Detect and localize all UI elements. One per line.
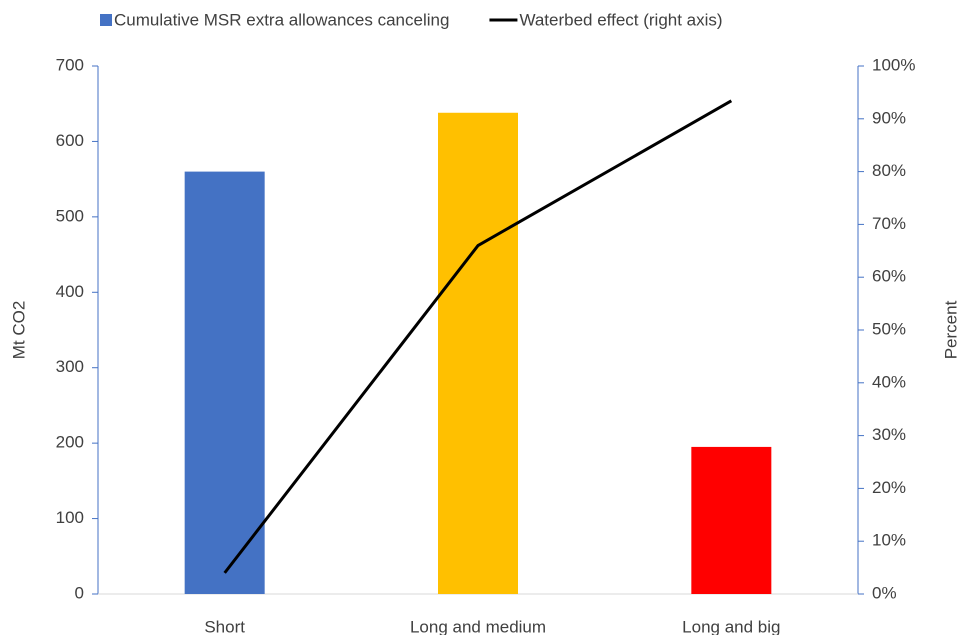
y-tick-label: 0	[75, 583, 84, 602]
y2-tick-label: 40%	[872, 372, 906, 391]
legend-label: Cumulative MSR extra allowances cancelin…	[114, 10, 449, 29]
y-tick-label: 300	[56, 357, 84, 376]
line	[223, 99, 733, 574]
bar	[184, 171, 265, 594]
x-tick-label: Short	[204, 617, 245, 635]
y-tick-label: 500	[56, 206, 84, 225]
x-tick-label: Long and medium	[410, 617, 546, 635]
y2-tick-label: 70%	[872, 214, 906, 233]
y-axis-title: Mt CO2	[9, 301, 28, 360]
bar	[438, 112, 518, 594]
y-tick-label: 100	[56, 508, 84, 527]
y-tick-label: 600	[56, 131, 84, 150]
y-tick-label: 400	[56, 282, 84, 301]
y2-tick-label: 50%	[872, 319, 906, 338]
y2-tick-label: 0%	[872, 583, 897, 602]
y2-tick-label: 60%	[872, 267, 906, 286]
x-tick-label: Long and big	[682, 617, 780, 635]
y2-tick-label: 10%	[872, 531, 906, 550]
y2-axis-title: Percent	[941, 300, 960, 359]
y2-tick-label: 20%	[872, 478, 906, 497]
y-tick-label: 700	[56, 55, 84, 74]
legend-swatch	[100, 14, 112, 26]
y-tick-label: 200	[56, 433, 84, 452]
bar	[691, 446, 772, 594]
y2-tick-label: 100%	[872, 55, 915, 74]
y2-tick-label: 80%	[872, 161, 906, 180]
y2-tick-label: 90%	[872, 108, 906, 127]
y2-tick-label: 30%	[872, 425, 906, 444]
legend-label: Waterbed effect (right axis)	[519, 10, 722, 29]
